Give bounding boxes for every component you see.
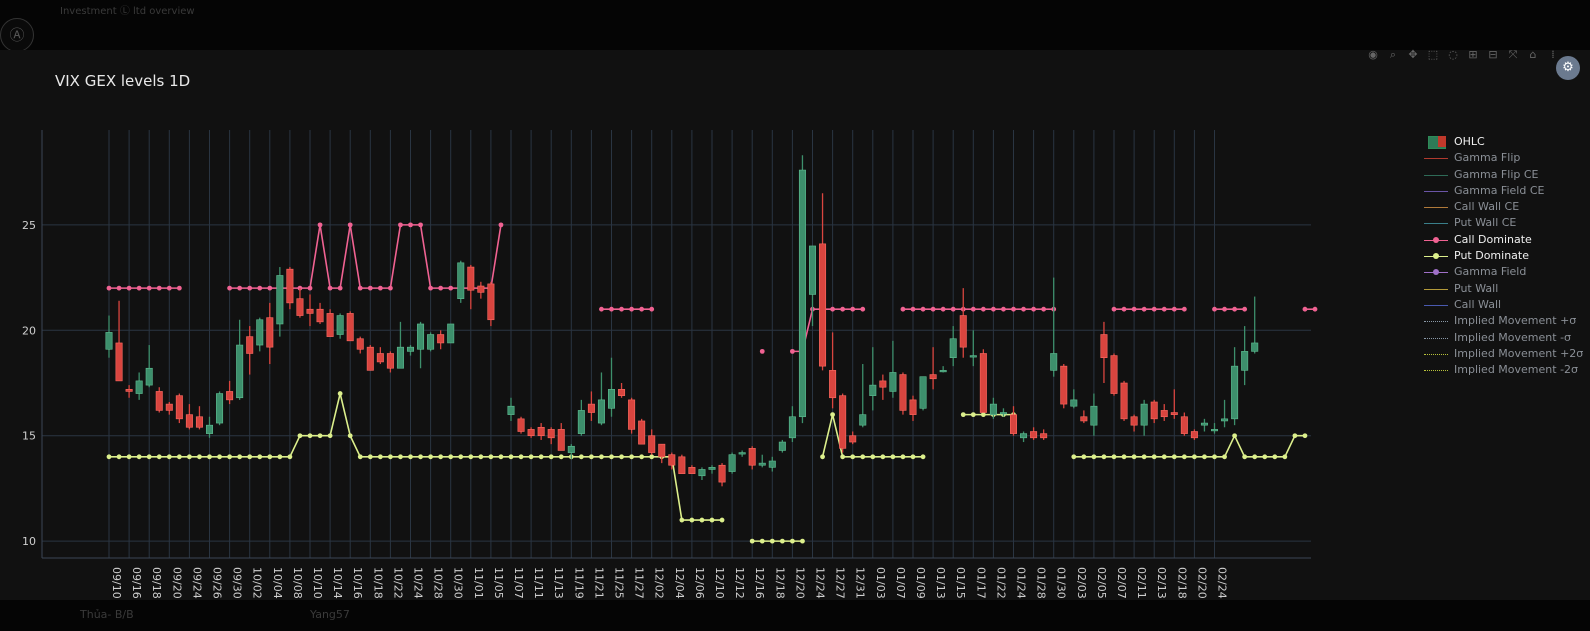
lasso-icon[interactable]: ◌: [1448, 48, 1458, 61]
legend-label: Put Wall: [1454, 281, 1499, 295]
legend-label: OHLC: [1454, 135, 1485, 148]
chart-title: VIX GEX levels 1D: [55, 72, 191, 90]
home-icon[interactable]: ⌂: [1529, 48, 1537, 61]
legend-swatch: [1424, 321, 1448, 323]
legend-swatch: [1424, 304, 1448, 306]
legend-label: Implied Movement -σ: [1454, 330, 1572, 344]
legend-label: Call Wall CE: [1454, 200, 1520, 214]
legend-label: Gamma Field CE: [1454, 183, 1545, 197]
legend-label: Gamma Flip CE: [1454, 167, 1539, 181]
legend-swatch: [1424, 223, 1448, 225]
background-top-text: Investment Ⓛ ltd overview: [60, 6, 195, 17]
legend-swatch: [1424, 337, 1448, 339]
legend-swatch: [1424, 174, 1448, 176]
plotly-logo-icon[interactable]: ⁞: [1551, 48, 1555, 61]
legend-label: Gamma Flip: [1454, 151, 1521, 165]
legend-label: Implied Movement -2σ: [1454, 363, 1579, 377]
legend-label: Implied Movement +2σ: [1454, 346, 1584, 360]
chart-modebar: ◉ ⌕ ✥ ⬚ ◌ ⊞ ⊟ ⤧ ⌂ ⁞: [1366, 48, 1560, 62]
background-bottom-mid-text: Yang57: [310, 608, 350, 621]
legend-swatch: [1424, 269, 1448, 276]
settings-gear-icon[interactable]: ⚙: [1556, 56, 1580, 80]
legend-label: Put Dominate: [1454, 249, 1529, 263]
camera-icon[interactable]: ◉: [1368, 48, 1378, 61]
legend-swatch: [1424, 353, 1448, 355]
legend-swatch: [1424, 288, 1448, 290]
legend-swatch: [1424, 253, 1448, 260]
legend-swatch: [1424, 207, 1448, 209]
zoom-in-icon[interactable]: ⊞: [1468, 48, 1478, 61]
background-bottom-left-text: Thủa- B/B: [80, 608, 134, 621]
legend-swatch: [1424, 236, 1448, 243]
pan-icon[interactable]: ✥: [1408, 48, 1418, 61]
chart-panel: [0, 50, 1590, 600]
legend-swatch: [1424, 190, 1448, 192]
legend-swatch: [1428, 136, 1446, 149]
legend-label: Call Wall: [1454, 297, 1502, 311]
zoom-out-icon[interactable]: ⊟: [1488, 48, 1498, 61]
background-bottom-bar: Thủa- B/B Yang57: [0, 600, 1590, 631]
legend-swatch: [1424, 158, 1448, 160]
legend-label: Gamma Field: [1454, 265, 1527, 279]
legend-label: Put Wall CE: [1454, 216, 1517, 230]
legend-label: Call Dominate: [1454, 232, 1532, 246]
zoom-icon[interactable]: ⌕: [1389, 48, 1397, 61]
legend-label: Implied Movement +σ: [1454, 314, 1577, 328]
autoscale-icon[interactable]: ⤧: [1508, 48, 1518, 61]
background-top-bar: Investment Ⓛ ltd overview: [0, 0, 1590, 50]
app-logo-icon[interactable]: Ⓐ: [0, 18, 34, 52]
box-select-icon[interactable]: ⬚: [1427, 48, 1439, 61]
legend-swatch: [1424, 370, 1448, 372]
